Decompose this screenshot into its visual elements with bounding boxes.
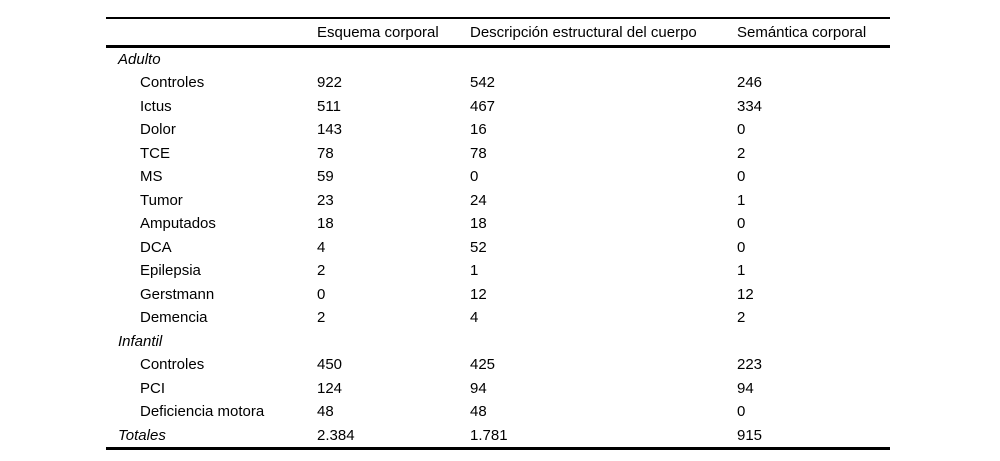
table-bottom-rule <box>106 447 890 450</box>
cell-value: 425 <box>470 356 496 374</box>
row-label: Gerstmann <box>140 285 215 303</box>
table-top-rule <box>106 17 890 19</box>
row-label: Adulto <box>118 50 161 68</box>
cell-value: 59 <box>317 168 334 186</box>
table-row: Dolor 143 16 0 <box>106 118 890 142</box>
cell-value: 450 <box>317 356 343 374</box>
cell-value: 52 <box>470 238 487 256</box>
row-label: Deficiencia motora <box>140 403 265 421</box>
data-table: Esquema corporal Descripción estructural… <box>106 17 890 450</box>
cell-value: 4 <box>317 238 326 256</box>
row-label: Epilepsia <box>140 262 201 280</box>
table-row: DCA 4 52 0 <box>106 236 890 260</box>
cell-value: 0 <box>737 238 746 256</box>
cell-value: 18 <box>470 215 487 233</box>
cell-value: 94 <box>737 379 754 397</box>
table-row: Infantil <box>106 330 890 354</box>
cell-value: 78 <box>317 144 334 162</box>
cell-value: 12 <box>470 285 487 303</box>
cell-value: 467 <box>470 97 496 115</box>
row-label: Amputados <box>140 215 216 233</box>
cell-value: 1 <box>737 262 746 280</box>
table-row: Controles 922 542 246 <box>106 71 890 95</box>
table-row: Ictus 511 467 334 <box>106 95 890 119</box>
row-label: Dolor <box>140 121 176 139</box>
cell-value: 124 <box>317 379 343 397</box>
cell-value: 223 <box>737 356 763 374</box>
cell-value: 94 <box>470 379 487 397</box>
cell-value: 0 <box>737 215 746 233</box>
cell-value: 0 <box>737 121 746 139</box>
row-label: Controles <box>140 74 205 92</box>
row-label: Infantil <box>118 332 163 350</box>
table-header-row: Esquema corporal Descripción estructural… <box>106 19 890 45</box>
cell-value: 12 <box>737 285 754 303</box>
cell-value: 0 <box>470 168 479 186</box>
table-row: TCE 78 78 2 <box>106 142 890 166</box>
cell-value: 0 <box>737 168 746 186</box>
cell-value: 2.384 <box>317 426 355 444</box>
table-row-totals: Totales 2.384 1.781 915 <box>106 424 890 448</box>
cell-value: 0 <box>737 403 746 421</box>
cell-value: 1 <box>737 191 746 209</box>
table-row: Controles 450 425 223 <box>106 353 890 377</box>
cell-value: 48 <box>317 403 334 421</box>
column-header-esquema: Esquema corporal <box>317 23 439 41</box>
cell-value: 2 <box>317 309 326 327</box>
table-row: Epilepsia 2 1 1 <box>106 259 890 283</box>
column-header-descripcion: Descripción estructural del cuerpo <box>470 23 697 41</box>
table-row: Deficiencia motora 48 48 0 <box>106 400 890 424</box>
table-row: PCI 124 94 94 <box>106 377 890 401</box>
row-label: Demencia <box>140 309 208 327</box>
cell-value: 23 <box>317 191 334 209</box>
table-row: Amputados 18 18 0 <box>106 212 890 236</box>
cell-value: 4 <box>470 309 479 327</box>
cell-value: 915 <box>737 426 763 444</box>
cell-value: 2 <box>317 262 326 280</box>
cell-value: 143 <box>317 121 343 139</box>
cell-value: 1 <box>470 262 479 280</box>
cell-value: 24 <box>470 191 487 209</box>
row-label: TCE <box>140 144 170 162</box>
table-body: Adulto Controles 922 542 246 Ictus 511 4… <box>106 48 890 448</box>
table-row: Demencia 2 4 2 <box>106 306 890 330</box>
cell-value: 1.781 <box>470 426 508 444</box>
table-row: Adulto <box>106 48 890 72</box>
cell-value: 2 <box>737 144 746 162</box>
cell-value: 334 <box>737 97 763 115</box>
table-row: Gerstmann 0 12 12 <box>106 283 890 307</box>
row-label: Tumor <box>140 191 183 209</box>
cell-value: 542 <box>470 74 496 92</box>
cell-value: 922 <box>317 74 343 92</box>
cell-value: 0 <box>317 285 326 303</box>
row-label: MS <box>140 168 163 186</box>
cell-value: 16 <box>470 121 487 139</box>
cell-value: 2 <box>737 309 746 327</box>
table-row: Tumor 23 24 1 <box>106 189 890 213</box>
cell-value: 511 <box>317 97 341 115</box>
row-label: Ictus <box>140 97 172 115</box>
table-header-rule <box>106 45 890 48</box>
cell-value: 246 <box>737 74 763 92</box>
table-row: MS 59 0 0 <box>106 165 890 189</box>
cell-value: 18 <box>317 215 334 233</box>
row-label: PCI <box>140 379 166 397</box>
column-header-semantica: Semántica corporal <box>737 23 867 41</box>
row-label: DCA <box>140 238 172 256</box>
cell-value: 78 <box>470 144 487 162</box>
row-label: Controles <box>140 356 205 374</box>
row-label: Totales <box>118 426 166 444</box>
cell-value: 48 <box>470 403 487 421</box>
